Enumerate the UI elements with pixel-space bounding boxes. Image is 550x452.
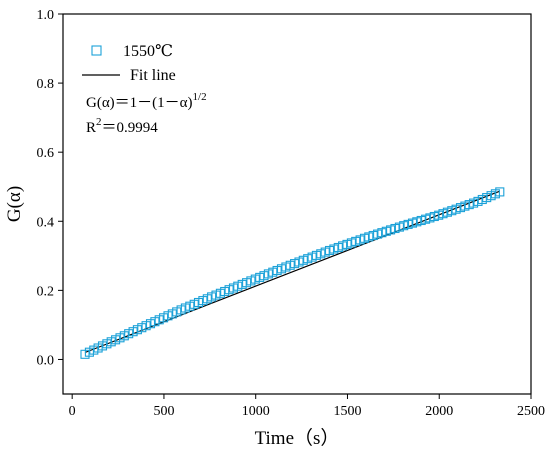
plot-frame <box>62 13 532 395</box>
y-tick-label: 0.0 <box>37 353 55 368</box>
x-tick-label: 1500 <box>333 404 361 419</box>
x-tick-label: 1000 <box>242 404 270 419</box>
legend-label-fit: Fit line <box>130 67 176 84</box>
x-tick-label: 500 <box>153 404 174 419</box>
data-point <box>495 187 505 197</box>
data-points-layer <box>80 187 505 359</box>
legend-marker-square <box>91 45 102 56</box>
annotation-model-equation: G(α)＝1－(1－α)1/2 <box>86 91 207 111</box>
x-tick-label: 0 <box>69 404 76 419</box>
fit-line <box>84 190 501 354</box>
annotations: G(α)＝1－(1－α)1/2 R2＝0.9994 <box>86 91 207 136</box>
annotation-r-squared: R2＝0.9994 <box>86 116 158 136</box>
r-squared-value: ＝0.9994 <box>102 120 159 136</box>
y-tick-label: 0.6 <box>37 146 55 161</box>
y-tick-label: 0.8 <box>37 77 55 92</box>
x-tick-label: 2500 <box>517 404 545 419</box>
y-tick-label: 0.2 <box>37 284 55 299</box>
x-axis-ticks: 0 500 1000 1500 2000 2500 <box>69 394 545 419</box>
model-equation-exponent: 1/2 <box>193 91 207 103</box>
y-tick-label: 1.0 <box>37 8 55 23</box>
y-axis-ticks: 0.0 0.2 0.4 0.6 0.8 1.0 <box>37 8 63 368</box>
y-tick-label: 0.4 <box>37 215 55 230</box>
legend-label-series: 1550℃ <box>123 43 173 60</box>
fit-line-layer <box>84 190 501 354</box>
legend: 1550℃ Fit line <box>82 43 176 84</box>
x-tick-label: 2000 <box>425 404 453 419</box>
x-axis-title: Time（s） <box>255 427 340 449</box>
y-axis-title: G(α) <box>4 186 25 222</box>
r-squared-exponent: 2 <box>96 116 102 128</box>
r-squared-symbol: R <box>86 120 96 136</box>
model-equation-base: G(α)＝1－(1－α) <box>86 95 193 111</box>
